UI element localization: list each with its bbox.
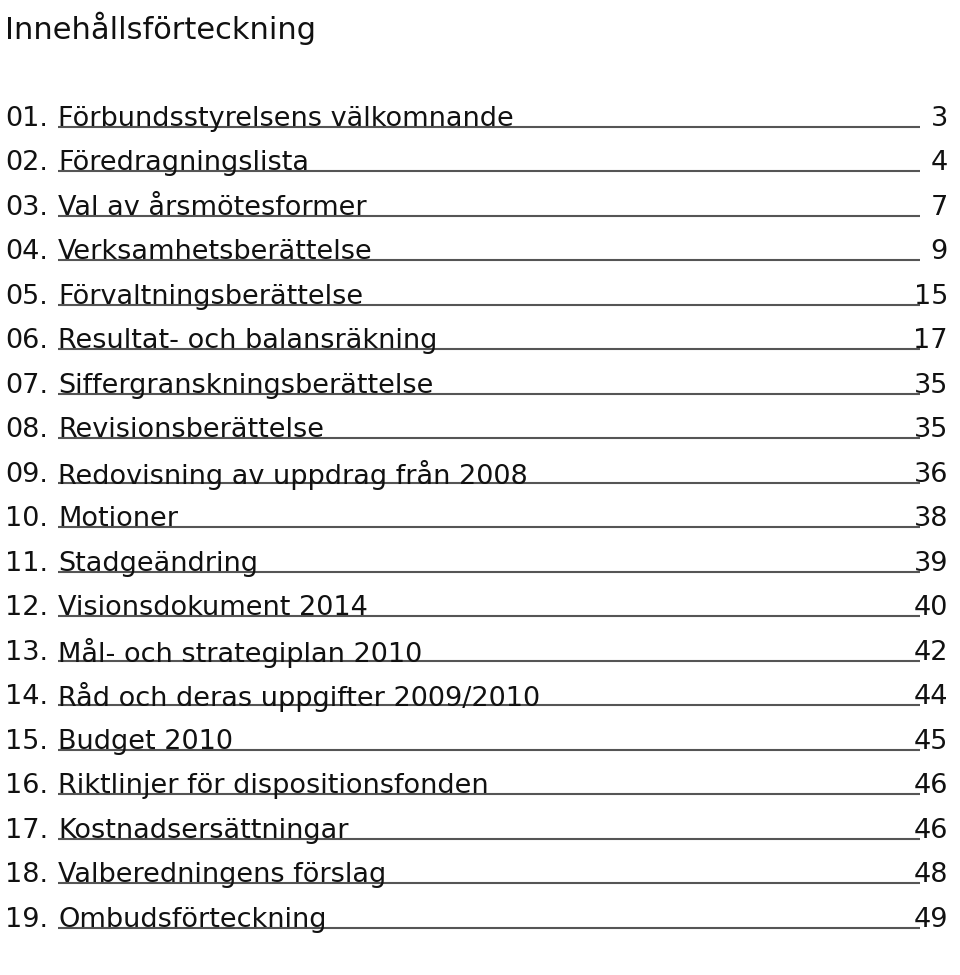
Text: 4: 4 (931, 150, 948, 176)
Text: 02.: 02. (5, 150, 48, 176)
Text: 44: 44 (914, 684, 948, 710)
Text: 35: 35 (914, 417, 948, 443)
Text: Siffergranskningsberättelse: Siffergranskningsberättelse (58, 372, 433, 399)
Text: Visionsdokument 2014: Visionsdokument 2014 (58, 595, 368, 621)
Text: 18.: 18. (5, 862, 48, 888)
Text: 14.: 14. (5, 684, 48, 710)
Text: 17: 17 (913, 328, 948, 354)
Text: 19.: 19. (5, 907, 48, 932)
Text: 13.: 13. (5, 640, 48, 666)
Text: Förbundsstyrelsens välkomnande: Förbundsstyrelsens välkomnande (58, 105, 514, 132)
Text: 3: 3 (931, 105, 948, 132)
Text: 10.: 10. (5, 506, 48, 532)
Text: 04.: 04. (5, 239, 48, 265)
Text: 46: 46 (914, 773, 948, 800)
Text: 07.: 07. (5, 372, 48, 399)
Text: 05.: 05. (5, 284, 48, 310)
Text: 38: 38 (914, 506, 948, 532)
Text: 12.: 12. (5, 595, 48, 621)
Text: 36: 36 (914, 461, 948, 488)
Text: Mål- och strategiplan 2010: Mål- och strategiplan 2010 (58, 638, 422, 668)
Text: 35: 35 (914, 372, 948, 399)
Text: Budget 2010: Budget 2010 (58, 728, 233, 755)
Text: Ombudsförteckning: Ombudsförteckning (58, 907, 326, 932)
Text: Innehållsförteckning: Innehållsförteckning (5, 12, 316, 45)
Text: 16.: 16. (5, 773, 48, 800)
Text: Valberedningens förslag: Valberedningens förslag (58, 862, 386, 888)
Text: Riktlinjer för dispositionsfonden: Riktlinjer för dispositionsfonden (58, 773, 489, 800)
Text: 39: 39 (914, 551, 948, 576)
Text: Revisionsberättelse: Revisionsberättelse (58, 417, 324, 443)
Text: Val av årsmötesformer: Val av årsmötesformer (58, 195, 367, 220)
Text: Resultat- och balansräkning: Resultat- och balansräkning (58, 328, 438, 354)
Text: Motioner: Motioner (58, 506, 178, 532)
Text: 48: 48 (914, 862, 948, 888)
Text: 08.: 08. (5, 417, 48, 443)
Text: Föredragningslista: Föredragningslista (58, 150, 309, 176)
Text: Förvaltningsberättelse: Förvaltningsberättelse (58, 284, 363, 310)
Text: 49: 49 (914, 907, 948, 932)
Text: Råd och deras uppgifter 2009/2010: Råd och deras uppgifter 2009/2010 (58, 682, 540, 712)
Text: 09.: 09. (5, 461, 48, 488)
Text: 46: 46 (914, 818, 948, 843)
Text: Redovisning av uppdrag från 2008: Redovisning av uppdrag från 2008 (58, 459, 528, 489)
Text: 42: 42 (914, 640, 948, 666)
Text: 11.: 11. (5, 551, 48, 576)
Text: 9: 9 (931, 239, 948, 265)
Text: Verksamhetsberättelse: Verksamhetsberättelse (58, 239, 372, 265)
Text: Kostnadsersättningar: Kostnadsersättningar (58, 818, 348, 843)
Text: 7: 7 (930, 195, 948, 220)
Text: 17.: 17. (5, 818, 48, 843)
Text: 45: 45 (914, 728, 948, 755)
Text: Stadgeändring: Stadgeändring (58, 551, 258, 576)
Text: 40: 40 (914, 595, 948, 621)
Text: 03.: 03. (5, 195, 48, 220)
Text: 15.: 15. (5, 728, 48, 755)
Text: 06.: 06. (5, 328, 48, 354)
Text: 15: 15 (914, 284, 948, 310)
Text: 01.: 01. (5, 105, 48, 132)
